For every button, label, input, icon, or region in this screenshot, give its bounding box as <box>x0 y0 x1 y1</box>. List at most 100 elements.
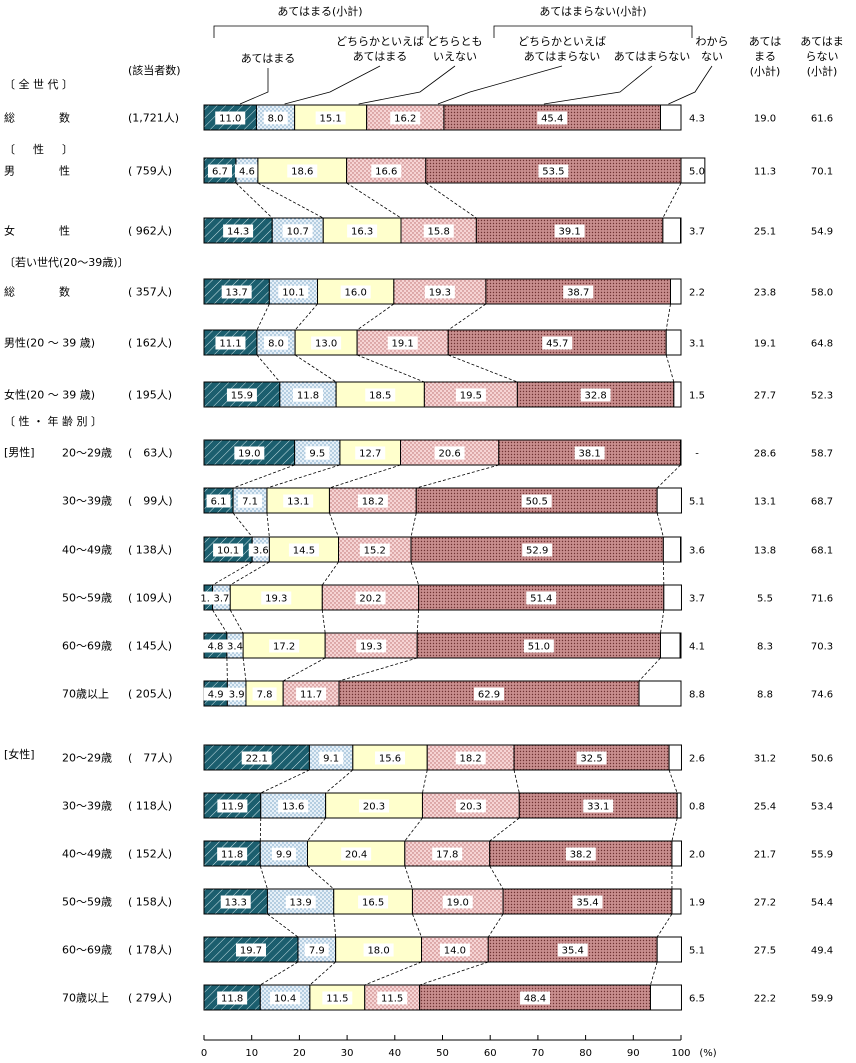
value-label-bg <box>542 336 573 350</box>
value-label-bg <box>223 224 254 238</box>
disagree-subtotal: 53.4 <box>811 802 833 813</box>
value-label-dont-know: 2.2 <box>689 288 705 299</box>
disagree-group-label: あてはまらない(小計) <box>539 4 646 18</box>
bar-row: 50～59歳( 109人) 1.83.7 19.3 20.2 51.4 3.7 5.5 71.… <box>62 584 833 611</box>
value-label: 11.5 <box>326 994 348 1005</box>
value-label-bg <box>234 164 259 178</box>
value-label: 1.8 <box>200 594 216 605</box>
value-label-bg <box>215 336 246 350</box>
bar-segment-dont-know <box>659 632 681 659</box>
value-label-bg <box>583 799 614 813</box>
value-label: 10.4 <box>274 994 296 1005</box>
row-label: 40～49歳 <box>62 544 112 557</box>
value-label-dont-know: 2.0 <box>689 850 705 861</box>
value-label-bg <box>359 799 390 813</box>
value-label-bg <box>238 494 263 508</box>
value-label-bg <box>305 446 330 460</box>
connector-line <box>650 961 658 986</box>
disagree-subtotal: 64.8 <box>811 339 833 350</box>
bar-segment-dont-know <box>663 584 682 611</box>
connector-line <box>422 769 428 794</box>
connector-line <box>230 561 270 586</box>
connector-line <box>346 182 402 219</box>
agree-subtotal: 27.5 <box>754 946 776 957</box>
value-label-dont-know: 3.7 <box>689 227 705 238</box>
connector-line <box>321 561 339 586</box>
value-label-bg <box>538 164 569 178</box>
row-label: 総 数 <box>4 111 70 125</box>
value-label: 11.8 <box>297 391 319 402</box>
value-label: 11.7 <box>300 690 322 701</box>
value-label: 3.6 <box>253 546 269 557</box>
row-label: 60～69歳 <box>62 944 112 957</box>
disagree-subtotal: 68.1 <box>811 546 833 557</box>
row-count: ( 77人) <box>128 752 173 765</box>
disagree-subtotal: 61.6 <box>811 114 833 125</box>
value-label: 3.4 <box>227 642 243 653</box>
bar-segment-dont-know <box>673 381 682 408</box>
value-label: 13.6 <box>282 802 304 813</box>
agree-subtotal: 28.6 <box>754 449 776 460</box>
value-label: 13.0 <box>315 339 337 350</box>
agree-subtotal: 23.8 <box>754 288 776 299</box>
connector-line <box>266 464 341 489</box>
connector-line <box>487 913 504 938</box>
disagree-subtotal: 70.1 <box>811 167 833 178</box>
bar-segment-dont-know <box>671 840 682 867</box>
connector-line <box>256 303 270 331</box>
value-label: 20.3 <box>460 802 482 813</box>
value-label-dont-know: 4.1 <box>689 642 705 653</box>
value-label: 20.3 <box>363 802 385 813</box>
row-count: ( 158人) <box>128 896 172 909</box>
value-label: 11.0 <box>219 114 241 125</box>
connector-line <box>321 609 326 634</box>
value-label-bg <box>340 285 371 299</box>
value-label-bg <box>217 991 248 1005</box>
agree-subtotal: 21.7 <box>754 850 776 861</box>
value-label-dont-know: 3.1 <box>689 339 705 350</box>
connector-line <box>256 354 281 383</box>
row-count: ( 99人) <box>128 495 173 508</box>
x-tick-label: 20 <box>293 1048 306 1059</box>
value-label-bg <box>371 164 402 178</box>
connector-line <box>364 961 422 986</box>
bar-segment-dont-know <box>662 217 682 244</box>
connector-line <box>329 512 339 538</box>
value-label-bg <box>226 388 257 402</box>
value-label-bg <box>563 285 594 299</box>
bar-row: 女 性 ( 962人) 14.3 10.7 16.3 15.8 39.1 3.7 25.1 54.… <box>4 217 833 244</box>
value-label: 32.8 <box>584 391 606 402</box>
value-label-dont-know: 6.5 <box>689 994 705 1005</box>
connector-line <box>282 657 326 682</box>
value-label: 3.9 <box>229 690 245 701</box>
connector-line <box>260 961 299 986</box>
row-label: 30～39歳 <box>62 800 112 813</box>
value-label-dont-know: 5.0 <box>689 167 705 178</box>
connector-line <box>325 769 354 794</box>
value-label-dont-know: 2.6 <box>689 754 705 765</box>
bar-segment-dont-know <box>659 104 682 131</box>
value-label-bg <box>375 751 406 765</box>
value-label-bg <box>526 591 557 605</box>
row-label: 60～69歳 <box>62 640 112 653</box>
value-label-bg <box>356 639 387 653</box>
value-label: 4.9 <box>208 690 224 701</box>
legend-somewhat-disagree-line1: どちらかといえば <box>518 35 606 48</box>
value-label: 18.5 <box>369 391 391 402</box>
value-label-bg <box>315 111 346 125</box>
disagree-subtotal: 71.6 <box>811 594 833 605</box>
connector-line <box>259 865 268 890</box>
connector-line <box>257 182 324 219</box>
bar-row: 40～49歳 ( 152人) 11.8 9.9 20.4 17.8 38.2 2.0 21.7 5… <box>62 840 833 867</box>
connector-line <box>410 561 420 586</box>
row-label: 女 性 <box>4 224 70 238</box>
agree-subtotal: 25.1 <box>754 227 776 238</box>
bar-segment-dont-know <box>662 536 682 563</box>
connector-line <box>307 865 335 890</box>
value-label-bg <box>248 543 273 557</box>
value-label-bg <box>357 494 388 508</box>
agree-subtotal: 22.2 <box>754 994 776 1005</box>
value-label-bg <box>432 847 463 861</box>
value-label-bg <box>322 991 353 1005</box>
legend-neutral-line1: どちらとも <box>428 35 483 48</box>
